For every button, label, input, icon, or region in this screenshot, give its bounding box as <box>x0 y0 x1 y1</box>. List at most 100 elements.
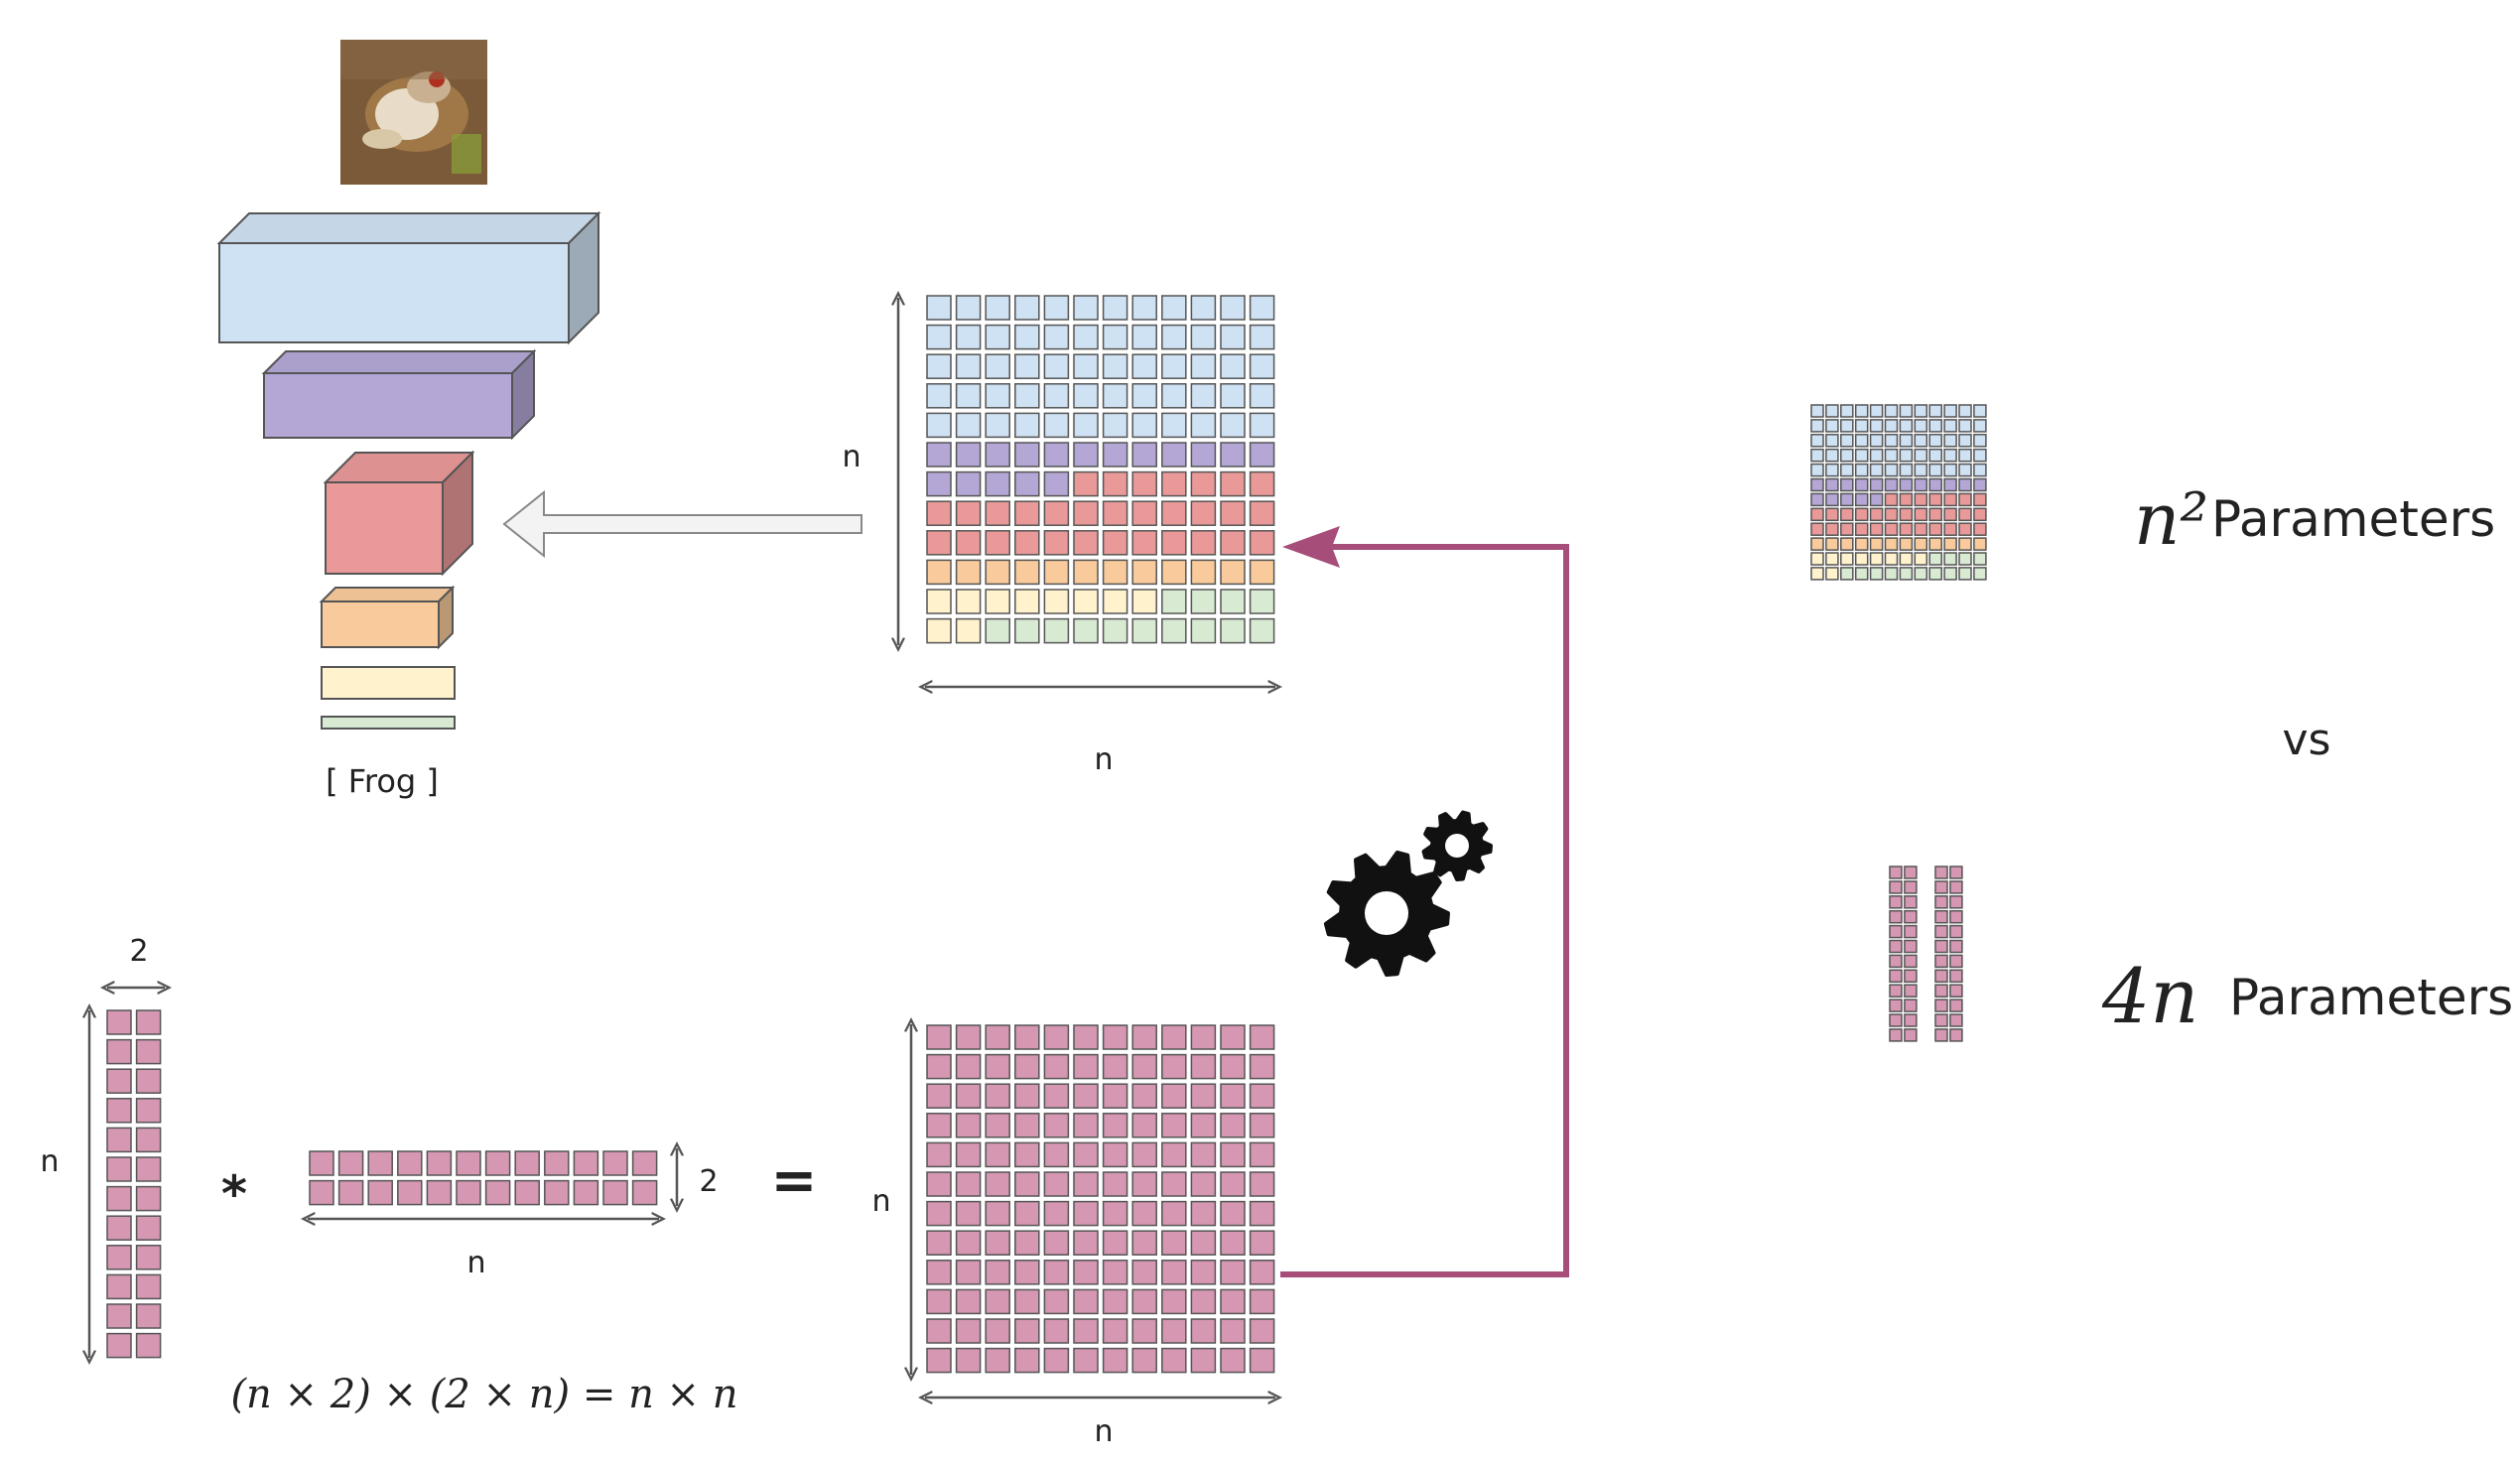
product-cell-0-11 <box>1249 1024 1275 1050</box>
product-cell-8-11 <box>1249 1260 1275 1285</box>
thumb-right-cell-10-1 <box>1949 1013 1963 1027</box>
product-cell-10-4 <box>1043 1318 1070 1344</box>
full-cell-1-2 <box>985 324 1010 350</box>
thumb-full-cell-8-8 <box>1928 522 1942 536</box>
left-cell-7-0 <box>106 1215 132 1241</box>
product-cell-9-11 <box>1249 1288 1275 1315</box>
product-cell-11-1 <box>955 1347 982 1374</box>
thumb-right-cell-1-1 <box>1949 880 1963 894</box>
product-cell-4-6 <box>1102 1141 1128 1168</box>
product-cell-0-1 <box>955 1024 982 1050</box>
thumb-right-cell-6-1 <box>1949 954 1963 969</box>
thumb-full-cell-2-10 <box>1958 434 1972 448</box>
product-cell-8-1 <box>955 1260 982 1285</box>
product-cell-11-4 <box>1043 1347 1070 1374</box>
thumb-full-cell-11-3 <box>1854 567 1869 581</box>
thumb-full-cell-4-3 <box>1854 463 1869 477</box>
full-cell-7-0 <box>926 500 952 526</box>
right-cell-0-0 <box>309 1150 334 1176</box>
product-cell-2-10 <box>1220 1083 1246 1109</box>
full-cell-6-4 <box>1043 470 1070 497</box>
thumb-full-cell-10-11 <box>1973 552 1987 566</box>
thumb-full-cell-4-11 <box>1973 463 1987 477</box>
product-cell-7-5 <box>1073 1230 1099 1256</box>
thumb-right-cell-0-0 <box>1934 866 1948 879</box>
full-cell-6-5 <box>1073 470 1099 497</box>
full-cell-2-5 <box>1073 353 1099 379</box>
right-cell-1-3 <box>397 1179 423 1206</box>
thumb-left-cell-5-1 <box>1904 939 1918 954</box>
product-cell-10-3 <box>1014 1318 1040 1344</box>
right-cell-1-4 <box>426 1179 453 1206</box>
product-cell-8-3 <box>1014 1260 1040 1285</box>
left-cell-4-0 <box>106 1127 132 1153</box>
thumb-full-cell-3-0 <box>1810 448 1824 463</box>
full-cell-9-7 <box>1131 559 1157 586</box>
network-layer-1 <box>216 210 601 345</box>
low-rank-factors-thumbnail <box>1889 866 1963 1042</box>
left-cell-0-0 <box>106 1009 132 1035</box>
thumb-full-cell-7-3 <box>1854 507 1869 522</box>
full-cell-5-3 <box>1014 442 1040 467</box>
thumb-right-cell-2-0 <box>1934 895 1948 909</box>
product-cell-8-9 <box>1190 1260 1217 1285</box>
product-cell-11-8 <box>1161 1347 1187 1374</box>
product-cell-2-5 <box>1073 1083 1099 1109</box>
product-cell-6-11 <box>1249 1200 1275 1227</box>
thumb-full-cell-2-7 <box>1914 434 1928 448</box>
full-cell-0-9 <box>1190 295 1217 321</box>
full-cell-11-8 <box>1161 617 1187 644</box>
thumb-full-cell-3-4 <box>1869 448 1884 463</box>
product-cell-1-3 <box>1014 1053 1040 1080</box>
thumb-full-cell-11-10 <box>1958 567 1972 581</box>
product-cell-1-6 <box>1102 1053 1128 1080</box>
full-cell-10-1 <box>955 589 982 614</box>
thumb-full-cell-4-0 <box>1810 463 1824 477</box>
thumb-right-cell-5-1 <box>1949 939 1963 954</box>
thumb-full-cell-8-9 <box>1943 522 1957 536</box>
gears-icon <box>1323 810 1493 977</box>
thumb-full-cell-8-11 <box>1973 522 1987 536</box>
thumb-full-cell-9-0 <box>1810 537 1824 551</box>
network-layers <box>216 210 601 730</box>
thumb-full-cell-10-8 <box>1928 552 1942 566</box>
thumb-full-cell-3-7 <box>1914 448 1928 463</box>
product-cell-1-5 <box>1073 1053 1099 1080</box>
thumb-left-cell-2-1 <box>1904 895 1918 909</box>
thumb-full-cell-1-0 <box>1810 419 1824 433</box>
full-cell-5-0 <box>926 442 952 467</box>
thumb-right-cell-1-0 <box>1934 880 1948 894</box>
full-cell-7-3 <box>1014 500 1040 526</box>
product-cell-10-8 <box>1161 1318 1187 1344</box>
product-cell-11-0 <box>926 1347 952 1374</box>
product-cell-5-6 <box>1102 1171 1128 1197</box>
thumb-full-cell-4-6 <box>1899 463 1914 477</box>
thumb-full-cell-1-9 <box>1943 419 1957 433</box>
product-cell-6-2 <box>985 1200 1010 1227</box>
product-cell-0-8 <box>1161 1024 1187 1050</box>
thumb-full-cell-7-7 <box>1914 507 1928 522</box>
full-cell-10-0 <box>926 589 952 614</box>
thumb-left-cell-8-1 <box>1904 984 1918 998</box>
full-cell-5-7 <box>1131 442 1157 467</box>
product-cell-9-3 <box>1014 1288 1040 1315</box>
thumb-full-cell-2-2 <box>1840 434 1854 448</box>
thumb-left-cell-9-0 <box>1889 999 1903 1012</box>
left-cell-1-1 <box>135 1038 162 1065</box>
thumb-full-cell-2-6 <box>1899 434 1914 448</box>
full-cell-1-6 <box>1102 324 1128 350</box>
product-cell-6-9 <box>1190 1200 1217 1227</box>
full-cell-3-0 <box>926 383 952 409</box>
product-cell-2-8 <box>1161 1083 1187 1109</box>
thumb-full-cell-6-5 <box>1884 492 1899 507</box>
product-cell-5-9 <box>1190 1171 1217 1197</box>
left-cell-6-0 <box>106 1185 132 1212</box>
full-cell-3-11 <box>1249 383 1275 409</box>
full-cell-9-10 <box>1220 559 1246 586</box>
product-cell-6-1 <box>955 1200 982 1227</box>
product-cell-8-6 <box>1102 1260 1128 1285</box>
full-cell-11-4 <box>1043 617 1070 644</box>
thumb-full-cell-10-6 <box>1899 552 1914 566</box>
full-cell-4-1 <box>955 412 982 439</box>
